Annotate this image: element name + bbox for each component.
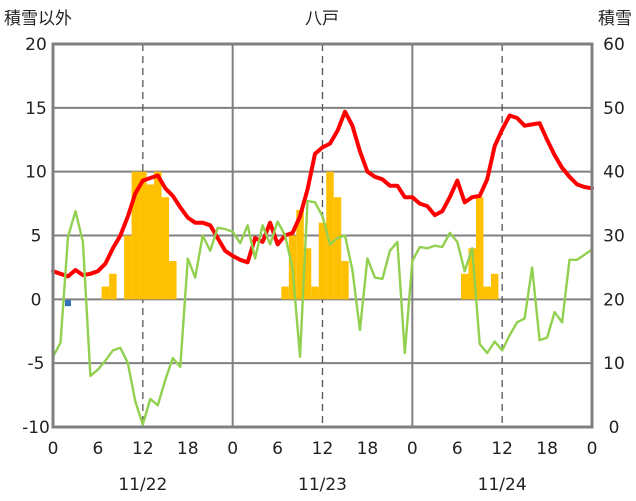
series-point bbox=[64, 300, 71, 307]
left-tick-label: 15 bbox=[25, 99, 47, 119]
x-tick-label: 0 bbox=[227, 439, 238, 459]
x-tick-label: 18 bbox=[536, 439, 558, 459]
series-line-1 bbox=[51, 109, 594, 279]
snow-bar bbox=[311, 286, 319, 300]
right-tick-label: 50 bbox=[603, 99, 625, 119]
left-tick-label: 0 bbox=[31, 290, 42, 310]
x-tick-label: 0 bbox=[587, 439, 598, 459]
snow-bar bbox=[318, 222, 327, 300]
snow-bar bbox=[109, 273, 117, 300]
x-tick-label: 18 bbox=[357, 439, 379, 459]
snow-bar bbox=[169, 261, 177, 300]
snow-bar bbox=[490, 273, 499, 300]
snow-bar bbox=[154, 171, 162, 300]
snow-bar bbox=[468, 248, 476, 300]
snow-bars bbox=[101, 171, 499, 300]
right-tick-label: 30 bbox=[603, 227, 625, 247]
snow-bar bbox=[460, 273, 469, 300]
snow-bar bbox=[101, 286, 110, 300]
left-tick-label: -10 bbox=[22, 418, 50, 438]
x-tick-label: 6 bbox=[452, 439, 463, 459]
snow-bar bbox=[483, 286, 491, 300]
snow-bar bbox=[139, 171, 147, 300]
right-tick-label: 60 bbox=[603, 35, 625, 55]
snow-bar bbox=[131, 171, 140, 300]
right-axis-label: 積雪 bbox=[598, 9, 632, 29]
x-tick-label: 12 bbox=[312, 439, 334, 459]
x-tick-label: 0 bbox=[48, 439, 59, 459]
x-tick-label: 0 bbox=[407, 439, 418, 459]
right-tick-label: 40 bbox=[603, 163, 625, 183]
snow-bar bbox=[296, 209, 304, 300]
snow-bar bbox=[161, 197, 170, 300]
left-tick-label: -5 bbox=[28, 354, 45, 374]
x-tick-label: 6 bbox=[93, 439, 104, 459]
x-tick-label: 12 bbox=[491, 439, 513, 459]
x-tick-label: 18 bbox=[177, 439, 199, 459]
snow-bar bbox=[326, 171, 334, 300]
snow-bar bbox=[146, 184, 155, 300]
date-label: 11/22 bbox=[118, 475, 167, 495]
snow-bar bbox=[333, 197, 342, 300]
title: 八戸 bbox=[305, 9, 339, 29]
left-tick-label: 20 bbox=[25, 35, 47, 55]
left-tick-label: 10 bbox=[25, 163, 47, 183]
snow-bar bbox=[303, 248, 312, 300]
snow-bar bbox=[341, 261, 349, 300]
snow-bar bbox=[281, 286, 289, 300]
plot-frame bbox=[51, 42, 594, 429]
right-tick-label: 0 bbox=[609, 418, 620, 438]
series-line-2 bbox=[51, 199, 594, 426]
x-tick-label: 6 bbox=[272, 439, 283, 459]
left-axis-label: 積雪以外 bbox=[4, 9, 72, 29]
x-tick-label: 12 bbox=[132, 439, 154, 459]
snow-bar bbox=[475, 197, 484, 300]
snow-bar bbox=[124, 235, 132, 300]
date-label: 11/24 bbox=[478, 475, 527, 495]
left-tick-label: 5 bbox=[31, 227, 42, 247]
date-label: 11/23 bbox=[298, 475, 347, 495]
right-tick-label: 10 bbox=[603, 354, 625, 374]
right-tick-label: 20 bbox=[603, 290, 625, 310]
